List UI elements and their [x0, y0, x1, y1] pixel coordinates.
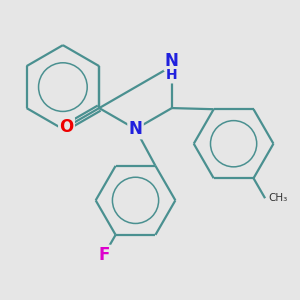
Text: CH₃: CH₃	[268, 193, 288, 203]
Text: F: F	[98, 246, 110, 264]
Text: N: N	[129, 120, 142, 138]
Text: H: H	[166, 68, 178, 83]
Text: O: O	[59, 118, 74, 136]
Text: N: N	[165, 52, 179, 70]
